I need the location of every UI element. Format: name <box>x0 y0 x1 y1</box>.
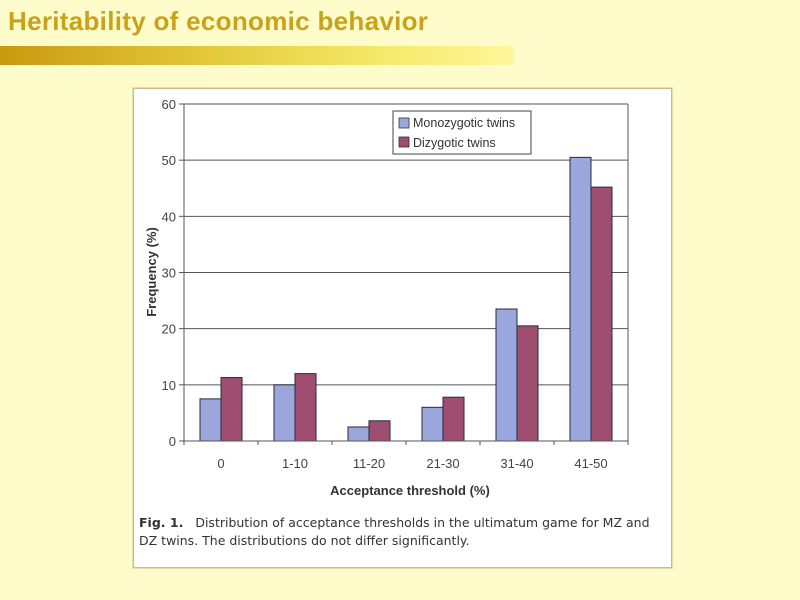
bar-monozygotic-31-40 <box>495 308 518 442</box>
bar-dizygotic-21-30 <box>442 396 465 442</box>
slide-title: Heritability of economic behavior <box>8 6 429 36</box>
legend-label-monozygotic: Monozygotic twins <box>413 116 515 130</box>
y-axis-label: Frequency (%) <box>144 227 159 317</box>
bar-monozygotic-0 <box>199 398 222 442</box>
axes <box>179 103 629 445</box>
caption-label: Fig. 1. <box>139 515 184 530</box>
y-tick-label: 0 <box>169 434 176 449</box>
y-tick-label: 40 <box>162 209 176 224</box>
x-axis-label: Acceptance threshold (%) <box>330 483 490 498</box>
y-tick-label: 60 <box>162 97 176 112</box>
gridlines <box>184 103 628 386</box>
bar-monozygotic-1-10 <box>273 384 296 442</box>
y-tick-labels: 0 10 20 30 40 50 60 <box>162 97 176 449</box>
x-tick-label: 41-50 <box>574 456 607 471</box>
caption-text: Distribution of acceptance thresholds in… <box>139 515 650 548</box>
bar-dizygotic-1-10 <box>294 373 317 442</box>
legend-box <box>392 110 532 155</box>
legend-swatch-dizygotic <box>398 136 410 148</box>
bar-dizygotic-11-20 <box>368 420 391 442</box>
legend-label-dizygotic: Dizygotic twins <box>413 136 496 150</box>
bar-monozygotic-11-20 <box>347 426 370 442</box>
x-tick-labels: 0 1-10 11-20 21-30 31-40 41-50 <box>217 456 607 471</box>
bar-monozygotic-21-30 <box>421 406 444 442</box>
figure-caption: Fig. 1. Distribution of acceptance thresh… <box>139 514 664 550</box>
x-tick-label: 11-20 <box>353 456 385 471</box>
bar-dizygotic-31-40 <box>516 325 539 442</box>
y-tick-label: 20 <box>162 322 176 337</box>
x-tick-label: 21-30 <box>426 456 459 471</box>
bar-monozygotic-41-50 <box>569 156 592 442</box>
legend: Monozygotic twins Dizygotic twins <box>392 110 532 155</box>
bar-dizygotic-0 <box>220 377 243 442</box>
y-tick-label: 30 <box>162 266 176 281</box>
x-tick-label: 31-40 <box>500 456 533 471</box>
title-underline-bar <box>0 46 514 65</box>
legend-swatch-monozygotic <box>398 117 410 129</box>
bars <box>199 156 613 442</box>
x-tick-label: 0 <box>217 456 224 471</box>
y-tick-label: 50 <box>162 153 176 168</box>
bar-dizygotic-41-50 <box>590 186 613 442</box>
x-tick-label: 1-10 <box>282 456 308 471</box>
y-tick-label: 10 <box>162 378 176 393</box>
